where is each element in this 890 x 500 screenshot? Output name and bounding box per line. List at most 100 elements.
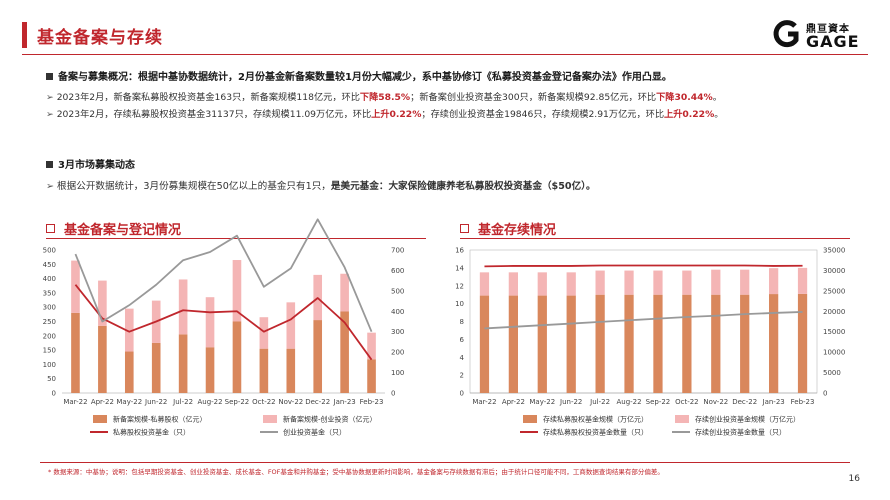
bullet-square-icon bbox=[46, 161, 53, 168]
legend-label: 新备案规模-私募股权（亿元） bbox=[113, 415, 207, 424]
legend-bar-swatch bbox=[523, 415, 537, 423]
legend-bar-swatch bbox=[263, 415, 277, 423]
arrow-bullet-icon: ➢ bbox=[46, 92, 54, 103]
bar-segment-primary bbox=[367, 359, 376, 393]
bullet-square-icon bbox=[46, 73, 53, 80]
arrow-bullet-icon: ➢ bbox=[46, 181, 55, 192]
left-axis-tick-label: 100 bbox=[43, 361, 56, 369]
march-fundraising-line: ➢ 根据公开数据统计，3月份募集规模在50亿以上的基金只有1只，是美元基金：大家保… bbox=[46, 181, 596, 192]
bar-segment-primary bbox=[286, 348, 296, 393]
title-divider bbox=[22, 54, 868, 55]
chart-title-existing: 基金存续情况 bbox=[460, 219, 556, 238]
left-axis-tick-label: 450 bbox=[43, 261, 56, 269]
bar-segment-secondary bbox=[508, 272, 519, 296]
bar-segment-secondary bbox=[232, 260, 242, 322]
title-accent bbox=[22, 22, 27, 48]
x-axis-tick-label: Nov-22 bbox=[278, 398, 303, 406]
right-axis-tick-label: 400 bbox=[391, 308, 404, 316]
section-heading: 备案与募集概况：根据中基协数据统计，2月份基金新备案数量较1月份大幅减少，系中基… bbox=[58, 72, 672, 83]
bar-segment-primary bbox=[740, 294, 750, 393]
right-axis-tick-label: 100 bbox=[391, 369, 404, 377]
x-axis-tick-label: Oct-22 bbox=[252, 398, 276, 406]
gage-logo-icon bbox=[773, 20, 799, 48]
bar-segment-secondary bbox=[340, 273, 349, 312]
bar-segment-secondary bbox=[98, 280, 107, 326]
x-axis-tick-label: Sep-22 bbox=[646, 398, 671, 406]
bar-segment-secondary bbox=[537, 272, 547, 296]
bar-segment-primary bbox=[711, 294, 721, 393]
checkbox-square-icon bbox=[46, 224, 55, 233]
series-line bbox=[74, 218, 373, 333]
left-axis-tick-label: 50 bbox=[47, 375, 56, 383]
bar-segment-primary bbox=[71, 312, 80, 393]
plot-frame bbox=[469, 249, 818, 394]
x-axis-tick-label: Dec-22 bbox=[732, 398, 757, 406]
legend-bar-swatch bbox=[675, 415, 689, 423]
bar-segment-secondary bbox=[124, 308, 134, 352]
right-axis-tick-label: 0 bbox=[391, 390, 395, 398]
bar-segment-secondary bbox=[740, 269, 750, 295]
bar-segment-primary bbox=[797, 293, 808, 393]
left-axis-tick-label: 250 bbox=[43, 318, 56, 326]
legend-label: 存续私募股权投资基金数量（只） bbox=[543, 428, 648, 437]
legend-label: 存续创业投资基金数量（只） bbox=[695, 428, 786, 437]
left-axis-tick-label: 300 bbox=[43, 304, 56, 312]
filing-chart: 0 50 100 150 200 250 300 350 400 450 500 0 100 200 300… bbox=[43, 218, 404, 437]
x-axis-tick-label: Nov-22 bbox=[703, 398, 728, 406]
x-axis-tick-label: Jul-22 bbox=[589, 398, 610, 406]
left-axis-tick-label: 10 bbox=[455, 300, 464, 308]
x-axis-tick-label: Aug-22 bbox=[197, 398, 222, 406]
right-axis-tick-label: 25000 bbox=[823, 287, 845, 295]
existing-fund-chart: 0 2 4 6 8 10 12 14 16 0 5000 10000 15000 20000 25000 30… bbox=[455, 247, 845, 437]
left-axis-tick-label: 0 bbox=[460, 390, 464, 398]
page-title: 基金备案与存续 bbox=[37, 27, 163, 48]
legend-label: 创业投资基金（只） bbox=[283, 428, 346, 437]
left-axis-tick-label: 150 bbox=[43, 347, 56, 355]
right-axis-tick-label: 300 bbox=[391, 328, 404, 336]
series-line bbox=[484, 264, 803, 268]
bar-segment-secondary bbox=[595, 270, 605, 295]
bar-segment-secondary bbox=[178, 279, 188, 335]
bar-segment-primary bbox=[479, 295, 490, 393]
series-line bbox=[484, 311, 803, 330]
x-axis-tick-label: Mar-22 bbox=[472, 398, 496, 406]
bar-segment-primary bbox=[340, 311, 349, 393]
filing-line-2: ➢ 2023年2月，存续私募股权投资基金31137只，存续规模11.09万亿元，环… bbox=[46, 109, 724, 120]
bar-segment-primary bbox=[768, 294, 779, 393]
bar-segment-secondary bbox=[624, 270, 634, 295]
checkbox-square-icon bbox=[460, 224, 469, 233]
chart-title-filing: 基金备案与登记情况 bbox=[46, 219, 181, 238]
left-axis-tick-label: 350 bbox=[43, 289, 56, 297]
logo-chinese-name: 鼎亘資本 bbox=[806, 24, 850, 35]
x-axis-tick-label: Jan-23 bbox=[333, 398, 356, 406]
right-axis-tick-label: 30000 bbox=[823, 267, 845, 275]
left-axis-tick-label: 0 bbox=[52, 390, 56, 398]
bar-segment-secondary bbox=[286, 302, 296, 349]
x-axis-tick-label: Jun-22 bbox=[559, 398, 582, 406]
page-number: 16 bbox=[848, 474, 860, 484]
bar-segment-primary bbox=[624, 294, 634, 393]
legend-label: 新备案规模-创业投资（亿元） bbox=[283, 415, 377, 424]
x-axis-tick-label: May-22 bbox=[116, 398, 142, 406]
series-line bbox=[74, 284, 373, 361]
section-march-fundraising: 3月市场募集动态 bbox=[46, 156, 135, 171]
x-axis-tick-label: Feb-23 bbox=[360, 398, 384, 406]
chart-title-underline bbox=[460, 238, 850, 239]
bar-segment-secondary bbox=[566, 272, 576, 296]
bar-segment-secondary bbox=[367, 332, 376, 360]
x-axis-tick-label: Jun-22 bbox=[144, 398, 167, 406]
right-axis-tick-label: 20000 bbox=[823, 308, 845, 316]
left-axis-tick-label: 400 bbox=[43, 275, 56, 283]
bar-segment-secondary bbox=[479, 272, 490, 296]
data-source-footnote: * 数据来源：中基协；说明：包括早期投资基金、创业投资基金、成长基金、FOF基金… bbox=[48, 468, 664, 476]
right-axis-tick-label: 500 bbox=[391, 287, 404, 295]
right-axis-tick-label: 10000 bbox=[823, 349, 845, 357]
x-axis-tick-label: Oct-22 bbox=[675, 398, 699, 406]
bar-segment-secondary bbox=[797, 267, 808, 294]
arrow-bullet-icon: ➢ bbox=[46, 109, 54, 120]
title-bar: 基金备案与存续 bbox=[22, 21, 163, 49]
section-filing-overview: 备案与募集概况：根据中基协数据统计，2月份基金新备案数量较1月份大幅减少，系中基… bbox=[46, 68, 672, 83]
bar-segment-secondary bbox=[71, 260, 80, 313]
x-axis-tick-label: May-22 bbox=[529, 398, 555, 406]
bar-segment-secondary bbox=[682, 270, 692, 295]
